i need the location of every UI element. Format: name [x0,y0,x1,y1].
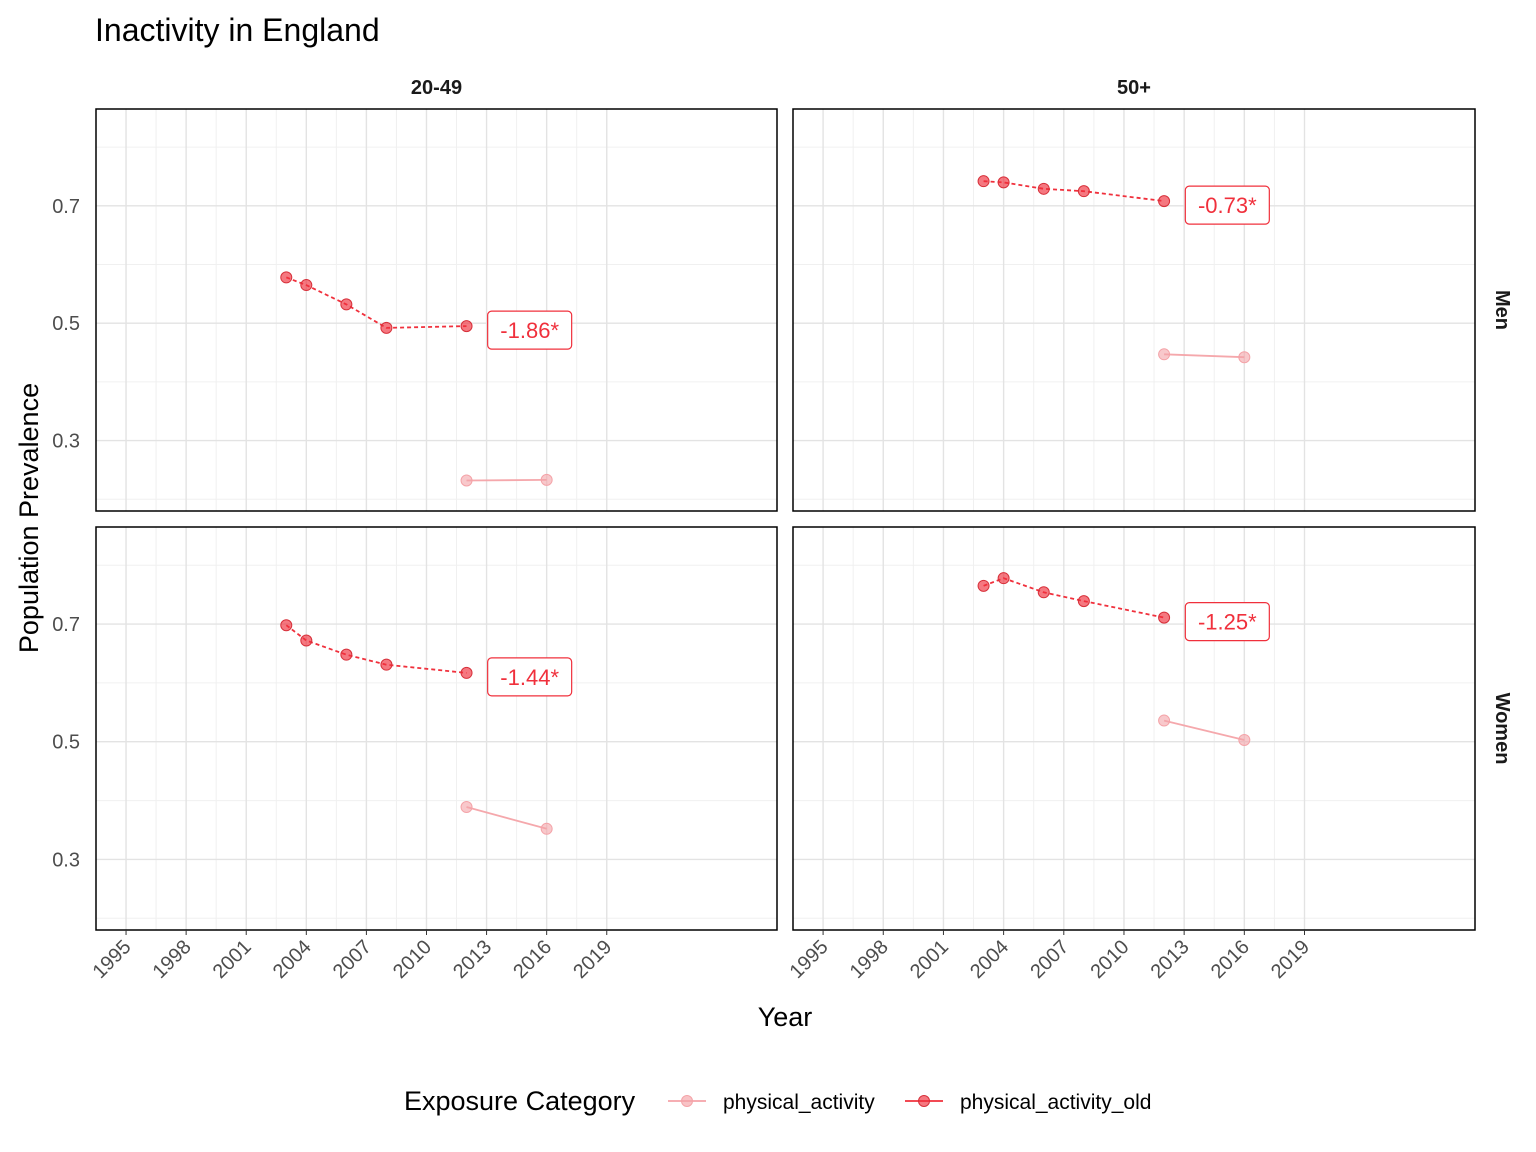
panel-border [792,108,1476,512]
data-point [997,572,1010,585]
series-line [1163,719,1245,741]
data-point [977,579,990,592]
data-point [340,648,353,661]
data-point [1158,611,1171,624]
data-point [380,658,393,671]
x-tick-label: 2010 [1086,936,1133,983]
data-point [280,271,293,284]
panels-layer: 20-49 50+ Men Women -1.86* -0.73* -1.44* -1.25* [95,77,1513,931]
data-point [340,298,353,311]
annotation-label: -1.86* [500,318,559,343]
series-line [983,577,1165,619]
data-point [460,320,473,333]
legend-label: physical_activity [723,1091,875,1114]
x-tick-label: 2007 [329,936,376,983]
legend-title: Exposure Category [404,1086,636,1116]
x-tick-label: 2016 [1207,936,1254,983]
panel-border [792,526,1476,931]
data-point [540,473,553,486]
x-tick-label: 1998 [846,936,893,983]
x-tick-label: 2016 [509,936,556,983]
data-point [1158,195,1171,208]
legend: physical_activity physical_activity_old [668,1091,1151,1114]
data-point [1158,714,1171,727]
x-tick-label: 2013 [1147,936,1194,983]
data-point [977,175,990,188]
trend-annotation: -1.25* [1184,602,1270,642]
data-point [460,801,473,814]
x-tick-label: 1995 [786,936,833,983]
series-line [285,276,467,329]
data-point [1158,348,1171,361]
trend-annotation: -1.44* [487,657,573,697]
annotation-box [487,657,573,697]
panel: -1.86* [95,108,778,512]
y-tick-label: 0.5 [52,732,80,754]
annotation-box [1184,602,1270,642]
data-point [1077,185,1090,198]
x-tick-label: 1995 [89,936,136,983]
data-point [1238,351,1251,364]
y-tick-label: 0.3 [52,431,80,453]
series-line [285,624,467,674]
panel-border [95,108,778,512]
trend-annotation: -0.73* [1184,185,1270,225]
x-tick-label: 2001 [906,936,953,983]
facet-strip-row: Men [1491,290,1513,330]
data-point [997,176,1010,189]
y-tick-label: 0.5 [52,313,80,335]
x-tick-label: 2007 [1026,936,1073,983]
annotation-label: -0.73* [1198,193,1257,218]
facet-strip-col: 20-49 [411,77,462,99]
data-point [460,666,473,679]
annotation-label: -1.25* [1198,610,1257,635]
x-tick-label: 2010 [389,936,436,983]
facet-strip-row: Women [1491,693,1513,765]
data-point [1238,733,1251,746]
x-tick-label: 2004 [269,936,316,983]
data-point [1037,586,1050,599]
trend-annotation: -1.86* [487,310,573,350]
data-point [460,474,473,487]
x-axis-title: Year [758,1002,813,1032]
panel: -1.25* [792,526,1476,931]
annotation-box [487,310,573,350]
x-tick-label: 2019 [569,936,616,983]
legend-label: physical_activity_old [960,1091,1151,1114]
axes-layer: 0.3 0.5 0.7 0.3 0.5 0.7 1995 1998 2001 2004 2007 20… [52,196,1314,983]
data-point [280,619,293,632]
x-tick-label: 2004 [966,936,1013,983]
data-point [1037,182,1050,195]
data-point [1077,595,1090,608]
legend-key-point [918,1095,930,1107]
x-tick-label: 2013 [449,936,496,983]
y-tick-label: 0.7 [52,614,80,636]
series-line [466,479,547,482]
series-line [466,806,547,830]
panel: -1.44* [95,526,778,931]
x-tick-label: 2019 [1267,936,1314,983]
panel: -0.73* [792,108,1476,512]
y-tick-label: 0.3 [52,849,80,871]
x-tick-label: 1998 [149,936,196,983]
series-line [983,180,1165,202]
y-axis-title: Population Prevalence [14,383,44,653]
panel-border [95,526,778,931]
data-point [300,279,313,292]
legend-key-point [681,1095,693,1107]
facet-strip-col: 50+ [1117,77,1151,99]
annotation-label: -1.44* [500,665,559,690]
annotation-box [1184,185,1270,225]
series-line [1164,353,1245,359]
data-point [380,321,393,334]
data-point [300,634,313,647]
x-tick-label: 2001 [209,936,256,983]
chart-title: Inactivity in England [95,12,380,48]
data-point [540,822,553,835]
y-tick-label: 0.7 [52,196,80,218]
